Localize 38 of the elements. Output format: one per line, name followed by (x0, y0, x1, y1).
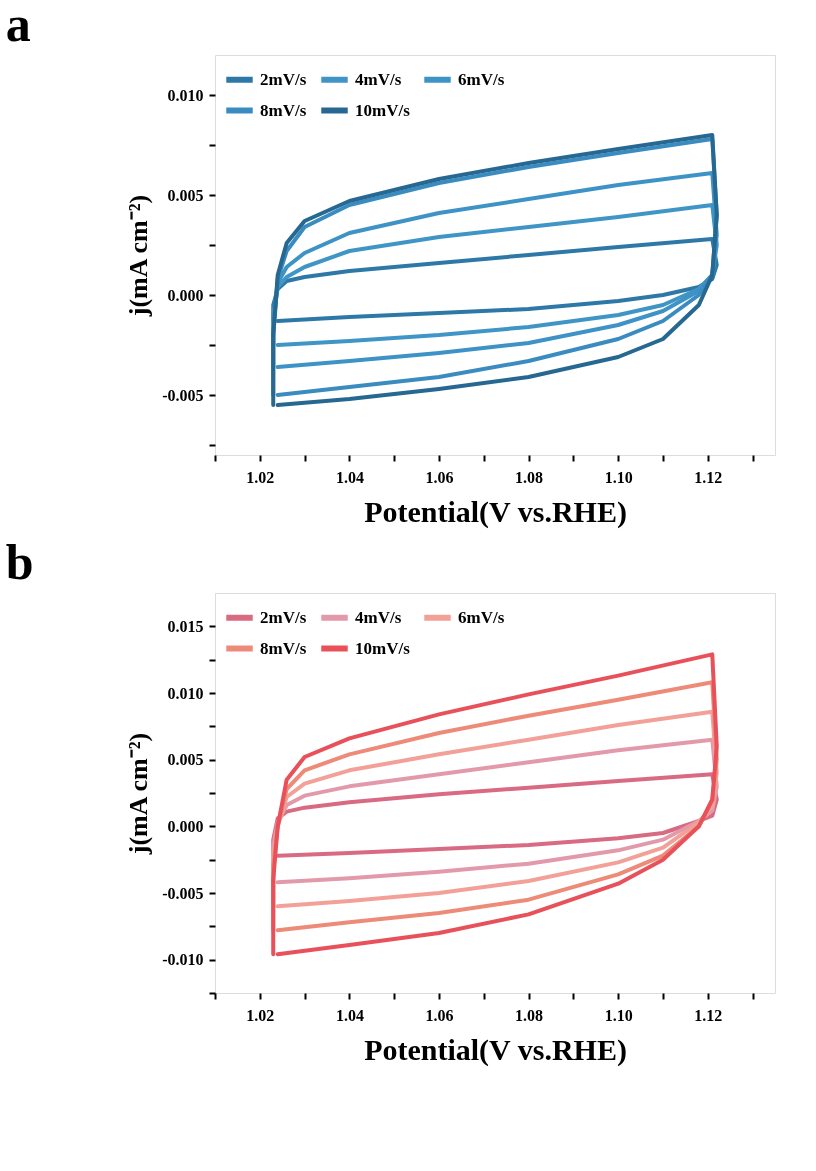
y-tick-label: 0.015 (167, 617, 204, 635)
y-tick-label: -0.005 (162, 386, 204, 404)
x-tick-label: 1.10 (604, 1006, 633, 1024)
x-tick-label: 1.12 (694, 468, 723, 486)
y-axis-title: j(mA cm⁻²) (124, 194, 154, 318)
legend-label: 8mV/s (260, 638, 307, 658)
x-tick-label: 1.08 (515, 468, 544, 486)
legend-label: 2mV/s (260, 607, 307, 627)
x-tick-label: 1.02 (246, 1006, 275, 1024)
legend-label: 2mV/s (260, 69, 307, 89)
y-tick-label: 0.005 (167, 751, 204, 769)
y-tick-label: -0.010 (162, 951, 204, 969)
x-tick-label: 1.06 (425, 1006, 454, 1024)
legend-label: 10mV/s (355, 638, 411, 658)
y-tick-label: 0.000 (167, 286, 204, 304)
legend-label: 6mV/s (458, 69, 505, 89)
chart-title: b (5, 534, 34, 590)
y-tick-label: 0.000 (167, 817, 204, 835)
x-tick-label: 1.04 (335, 468, 364, 486)
legend-label: 6mV/s (458, 607, 505, 627)
x-axis-title: Potential(V vs.RHE) (364, 494, 627, 529)
x-tick-label: 1.02 (246, 468, 275, 486)
y-tick-label: 0.010 (167, 684, 204, 702)
x-tick-label: 1.06 (425, 468, 454, 486)
y-axis-title: j(mA cm⁻²) (124, 732, 154, 856)
chart-title: a (5, 0, 31, 52)
y-tick-label: 0.010 (167, 86, 204, 104)
x-tick-label: 1.12 (694, 1006, 723, 1024)
legend-label: 4mV/s (355, 69, 402, 89)
x-axis-title: Potential(V vs.RHE) (364, 1032, 627, 1067)
x-tick-label: 1.08 (515, 1006, 544, 1024)
x-tick-label: 1.10 (604, 468, 633, 486)
x-tick-label: 1.04 (335, 1006, 364, 1024)
y-tick-label: -0.005 (162, 884, 204, 902)
legend-label: 10mV/s (355, 100, 411, 120)
y-tick-label: 0.005 (167, 186, 204, 204)
legend-label: 4mV/s (355, 607, 402, 627)
legend-label: 8mV/s (260, 100, 307, 120)
